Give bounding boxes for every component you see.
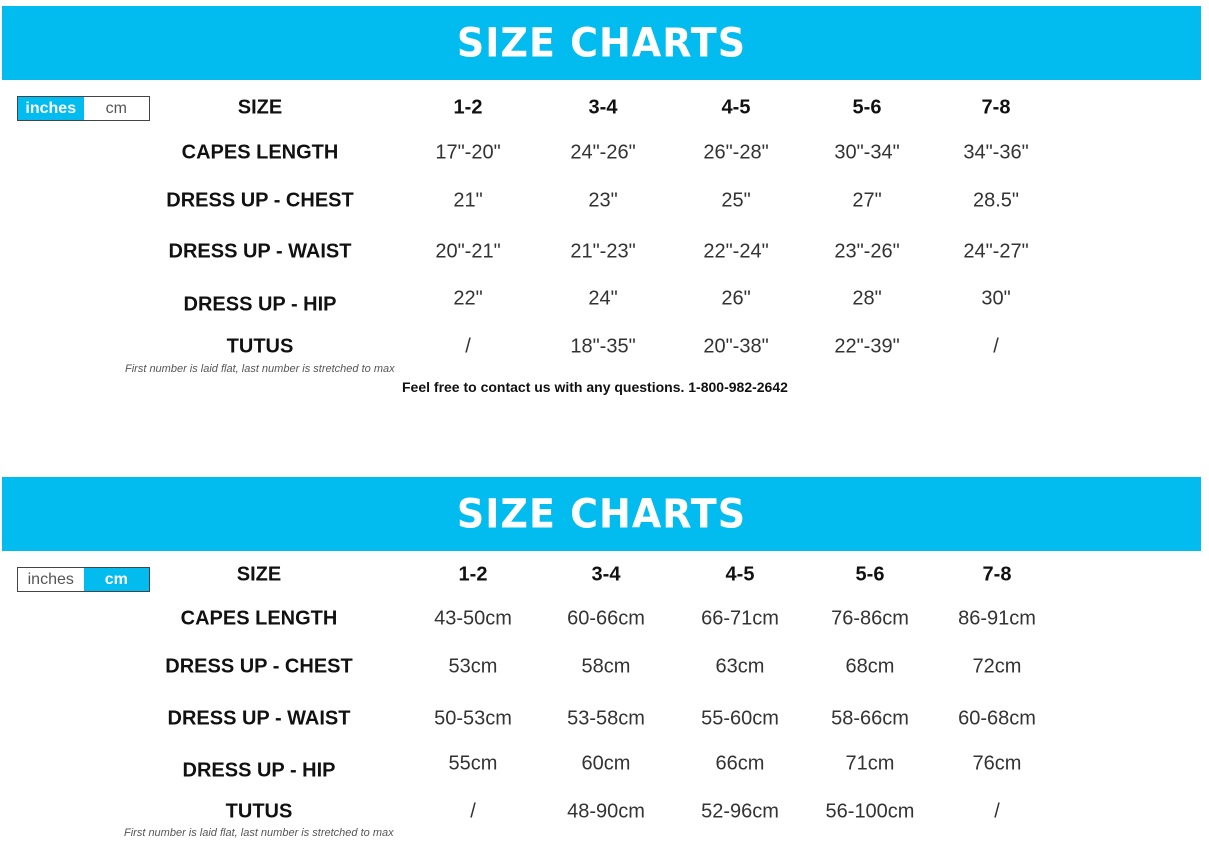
measurement-value: 26" xyxy=(721,287,751,310)
measurement-value: 58cm xyxy=(581,655,631,678)
row-label: DRESS UP - HIP xyxy=(182,759,336,782)
measurement-value: 24" xyxy=(588,287,618,310)
measurement-value: 20"-38" xyxy=(703,335,769,358)
row-label: DRESS UP - HIP xyxy=(183,293,337,316)
unit-option-cm[interactable]: cm xyxy=(105,99,127,117)
row-label: TUTUS xyxy=(226,335,294,358)
size-column-header: SIZE xyxy=(236,563,282,586)
measurement-value: 25" xyxy=(721,189,751,212)
measurement-value: 68cm xyxy=(845,655,895,678)
measurement-value: 28.5" xyxy=(972,189,1020,212)
measurement-value: 30" xyxy=(981,287,1011,310)
measurement-value: 24"-27" xyxy=(963,240,1029,263)
measurement-value: 60-66cm xyxy=(567,607,645,630)
measurement-value: 52-96cm xyxy=(701,800,779,823)
measurement-value: / xyxy=(465,335,471,358)
size-header: 7-8 xyxy=(982,563,1012,586)
measurement-value: 23"-26" xyxy=(834,240,900,263)
unit-toggle: inches cm xyxy=(17,567,150,592)
measurement-value: / xyxy=(993,335,999,358)
unit-option-inches[interactable]: inches xyxy=(18,97,84,120)
measurement-value: 34"-36" xyxy=(963,141,1029,164)
banner: SIZE CHARTS xyxy=(2,477,1201,551)
measurement-value: 76-86cm xyxy=(831,607,909,630)
unit-toggle: inches cm xyxy=(17,96,150,121)
measurement-value: 21" xyxy=(453,189,483,212)
measurement-value: 18"-35" xyxy=(570,335,636,358)
measurement-value: 72cm xyxy=(972,655,1022,678)
measurement-value: 43-50cm xyxy=(434,607,512,630)
measurement-value: 53cm xyxy=(448,655,498,678)
measurement-value: 71cm xyxy=(845,752,895,775)
row-label: DRESS UP - CHEST xyxy=(166,189,354,212)
size-header: 7-8 xyxy=(981,96,1011,119)
size-column-header: SIZE xyxy=(237,96,283,119)
measurement-value: 56-100cm xyxy=(825,800,915,823)
measurement-value: 24"-26" xyxy=(570,141,636,164)
measurement-value: 66-71cm xyxy=(701,607,779,630)
measurement-value: 30"-34" xyxy=(834,141,900,164)
measurement-value: / xyxy=(994,800,1000,823)
tutus-caption: First number is laid flat, last number i… xyxy=(124,827,394,839)
row-label: DRESS UP - WAIST xyxy=(167,707,351,730)
measurement-value: 60cm xyxy=(581,752,631,775)
size-header: 3-4 xyxy=(588,96,618,119)
size-header: 1-2 xyxy=(458,563,488,586)
unit-option-cm[interactable]: cm xyxy=(83,568,149,591)
size-header: 3-4 xyxy=(591,563,621,586)
measurement-value: 86-91cm xyxy=(958,607,1036,630)
unit-option-inches[interactable]: inches xyxy=(27,570,74,588)
size-header: 5-6 xyxy=(852,96,882,119)
measurement-value: 58-66cm xyxy=(831,707,909,730)
measurement-value: 66cm xyxy=(715,752,765,775)
measurement-value: 22"-24" xyxy=(703,240,769,263)
row-label: DRESS UP - CHEST xyxy=(165,655,353,678)
measurement-value: 76cm xyxy=(972,752,1022,775)
measurement-value: / xyxy=(470,800,476,823)
chart-title: SIZE CHARTS xyxy=(456,19,747,67)
contact-text: Feel free to contact us with any questio… xyxy=(402,379,788,395)
measurement-value: 22"-39" xyxy=(834,335,900,358)
measurement-value: 27" xyxy=(852,189,882,212)
size-header: 4-5 xyxy=(725,563,755,586)
measurement-value: 21"-23" xyxy=(570,240,636,263)
measurement-value: 26"-28" xyxy=(703,141,769,164)
tutus-caption: First number is laid flat, last number i… xyxy=(125,363,395,375)
measurement-value: 50-53cm xyxy=(434,707,512,730)
measurement-value: 55cm xyxy=(448,752,498,775)
measurement-value: 55-60cm xyxy=(701,707,779,730)
measurement-value: 17"-20" xyxy=(435,141,501,164)
size-header: 1-2 xyxy=(453,96,483,119)
banner: SIZE CHARTS xyxy=(2,6,1201,80)
size-header: 4-5 xyxy=(721,96,751,119)
size-header: 5-6 xyxy=(855,563,885,586)
measurement-value: 28" xyxy=(852,287,882,310)
measurement-value: 22" xyxy=(453,287,483,310)
measurement-value: 48-90cm xyxy=(567,800,645,823)
measurement-value: 23" xyxy=(588,189,618,212)
measurement-value: 53-58cm xyxy=(567,707,645,730)
row-label: CAPES LENGTH xyxy=(180,607,338,630)
row-label: CAPES LENGTH xyxy=(181,141,339,164)
measurement-value: 20"-21" xyxy=(435,240,501,263)
measurement-value: 63cm xyxy=(715,655,765,678)
row-label: TUTUS xyxy=(225,800,293,823)
chart-title: SIZE CHARTS xyxy=(456,490,747,538)
row-label: DRESS UP - WAIST xyxy=(168,240,352,263)
measurement-value: 60-68cm xyxy=(958,707,1036,730)
